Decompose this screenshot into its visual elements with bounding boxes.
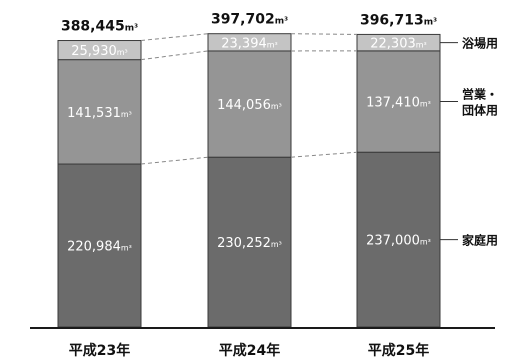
- legend-label-2-1: 営業・: [462, 87, 498, 102]
- legend-label-3-1: 家庭用: [462, 233, 498, 248]
- category-label-1: 平成23年: [69, 342, 130, 359]
- connector-line-3-2: [291, 34, 357, 35]
- connector-line-1-1: [141, 157, 208, 164]
- total-label-1: 388,445m³: [61, 19, 138, 35]
- connector-line-2-1: [141, 51, 208, 60]
- legend-label-2-2: 団体用: [462, 103, 498, 118]
- connector-line-1-2: [291, 152, 357, 157]
- legend-label-1-1: 浴場用: [462, 36, 498, 51]
- total-label-3: 396,713m³: [360, 12, 437, 28]
- category-label-3: 平成25年: [368, 342, 429, 359]
- total-label-2: 397,702m³: [211, 12, 288, 28]
- category-label-2: 平成24年: [219, 342, 280, 359]
- connector-line-3-1: [141, 34, 208, 41]
